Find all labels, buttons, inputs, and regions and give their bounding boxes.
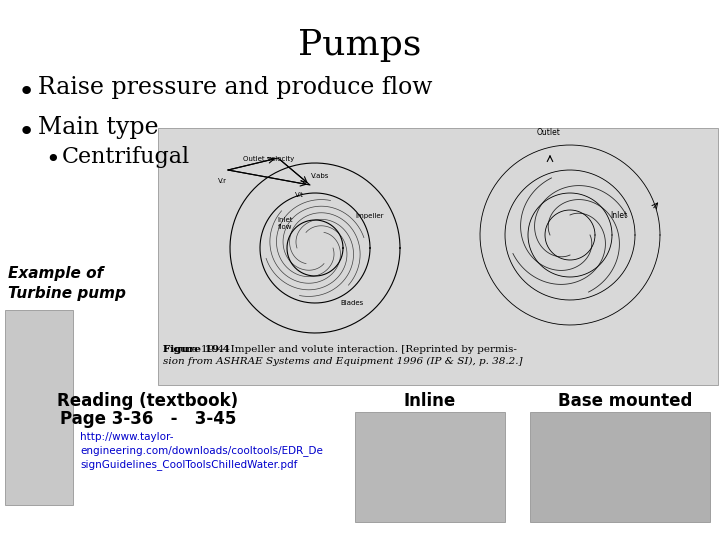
Text: V.t: V.t	[295, 192, 304, 198]
Text: •: •	[45, 148, 60, 172]
Bar	[158, 128, 718, 385]
Text: flow: flow	[278, 224, 292, 230]
Bar	[5, 310, 73, 505]
Text: Centrifugal: Centrifugal	[62, 146, 190, 168]
Text: Inlet: Inlet	[277, 217, 293, 223]
Text: Page 3-36   -   3-45: Page 3-36 - 3-45	[60, 410, 236, 428]
Text: Inlet: Inlet	[610, 211, 627, 220]
Bar	[530, 412, 710, 522]
Text: Main type: Main type	[38, 116, 158, 139]
Text: Impeller: Impeller	[355, 213, 384, 219]
Bar	[355, 412, 505, 522]
Text: Raise pressure and produce flow: Raise pressure and produce flow	[38, 76, 433, 99]
Text: http://www.taylor-
engineering.com/downloads/cooltools/EDR_De
signGuidelines_Coo: http://www.taylor- engineering.com/downl…	[80, 432, 323, 470]
Text: sion from ASHRAE Systems and Equipment 1996 (IP & SI), p. 38.2.]: sion from ASHRAE Systems and Equipment 1…	[163, 357, 523, 366]
Text: V.r: V.r	[218, 178, 227, 184]
Text: Inline: Inline	[404, 392, 456, 410]
Text: Blades: Blades	[340, 300, 364, 306]
Text: •: •	[18, 78, 35, 106]
Text: Figure 19.4  Impeller and volute interaction. [Reprinted by permis-: Figure 19.4 Impeller and volute interact…	[163, 345, 517, 354]
Text: Example of
Turbine pump: Example of Turbine pump	[8, 266, 126, 301]
Text: Outlet: Outlet	[537, 128, 561, 137]
Text: Base mounted: Base mounted	[558, 392, 692, 410]
Text: Pumps: Pumps	[298, 28, 422, 62]
Text: Reading (textbook): Reading (textbook)	[58, 392, 238, 410]
Text: •: •	[18, 118, 35, 146]
Text: Figure 19.4: Figure 19.4	[163, 345, 230, 354]
Text: Outlet velocity: Outlet velocity	[243, 156, 294, 162]
Text: V.abs: V.abs	[311, 173, 329, 179]
